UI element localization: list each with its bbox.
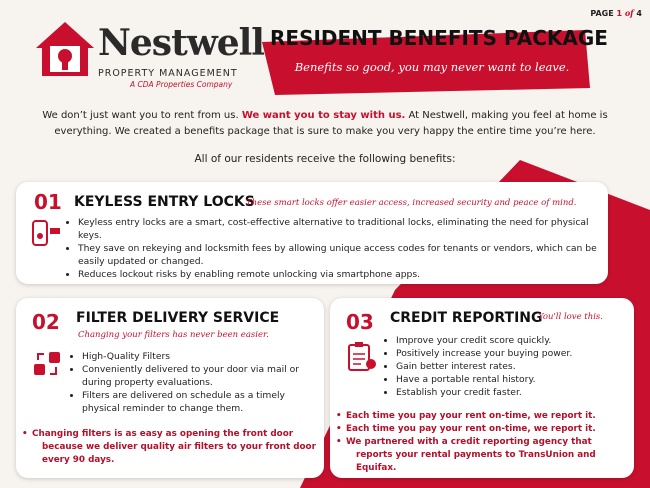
section-title: CREDIT REPORTING (390, 310, 543, 326)
page-label: PAGE (590, 9, 614, 18)
page-title: RESIDENT BENEFITS PACKAGE (270, 26, 608, 50)
bullet: Keyless entry locks are a smart, cost-ef… (78, 216, 601, 242)
bullet: Conveniently delivered to your door via … (82, 363, 315, 389)
page-number: 1 (616, 9, 623, 18)
note-list: • Changing filters is as easy as opening … (22, 428, 320, 467)
bullet-list: Improve your credit score quickly.Positi… (384, 334, 629, 399)
bullet: They save on rekeying and locksmith fees… (78, 242, 601, 268)
bullet: High-Quality Filters (82, 350, 315, 363)
logo-subtitle: PROPERTY MANAGEMENT (98, 68, 238, 79)
note-list: • Each time you pay your rent on-time, we… (336, 410, 629, 475)
note: • Changing filters is as easy as opening … (22, 429, 316, 465)
bullet-list: High-Quality FiltersConveniently deliver… (70, 350, 315, 415)
section-number: 02 (32, 310, 60, 334)
section-subtitle: These smart locks offer easier access, i… (246, 198, 577, 208)
note: • Each time you pay your rent on-time, we… (336, 411, 596, 421)
section-title: KEYLESS ENTRY LOCKS (74, 194, 255, 210)
bullet: Have a portable rental history. (396, 373, 629, 386)
bullet: Establish your credit faster. (396, 386, 629, 399)
section-subtitle: Changing your filters has never been eas… (78, 330, 269, 340)
intro: We don’t just want you to rent from us. … (40, 108, 610, 140)
bullet: Filters are delivered on schedule as a t… (82, 389, 315, 415)
card: 01 KEYLESS ENTRY LOCKS These smart locks… (16, 182, 608, 284)
card: 02 FILTER DELIVERY SERVICE Changing your… (16, 298, 324, 478)
lead: All of our residents receive the followi… (194, 153, 456, 165)
section-number: 03 (346, 310, 374, 334)
filter-icon (34, 352, 60, 375)
logo-tagline: A CDA Properties Company (130, 80, 233, 89)
bullet: Positively increase your buying power. (396, 347, 629, 360)
page-indicator: PAGE 1 of 4 (590, 8, 642, 18)
page-total: 4 (636, 9, 642, 18)
slogan: Benefits so good, you may never want to … (294, 60, 570, 74)
section-title: FILTER DELIVERY SERVICE (76, 310, 280, 326)
bullet: Gain better interest rates. (396, 360, 629, 373)
logo-icon (36, 22, 94, 76)
lock-icon (32, 220, 60, 246)
intro-text: At Nestwell, making you feel at home is … (54, 110, 608, 137)
section-subtitle: You'll love this. (538, 312, 603, 322)
note: • We partnered with a credit reporting ag… (336, 437, 596, 473)
logo-name: Nestwell (98, 22, 265, 64)
bullet: Reduces lockout risks by enabling remote… (78, 268, 601, 281)
intro-highlight: We want you to stay with us. (241, 110, 406, 121)
section-number: 01 (34, 190, 62, 214)
bullet-list: Keyless entry locks are a smart, cost-ef… (66, 216, 601, 281)
page-of: of (624, 8, 634, 18)
report-icon (348, 342, 376, 371)
note: • Each time you pay your rent on-time, we… (336, 424, 596, 434)
bullet: Improve your credit score quickly. (396, 334, 629, 347)
intro-text: We don’t just want you to rent from us. (42, 110, 242, 121)
card: 03 CREDIT REPORTING You'll love this. Im… (330, 298, 634, 478)
